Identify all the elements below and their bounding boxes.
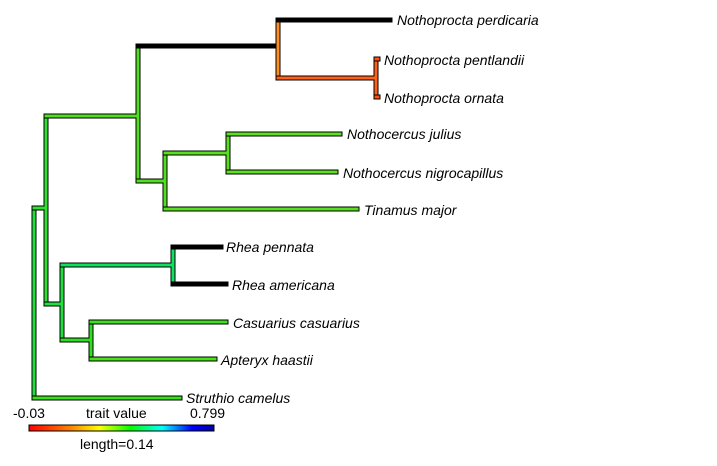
branch-rhea-stem: [59, 244, 176, 287]
tip-label: Tinamus major: [364, 202, 458, 218]
legend-title: trait value: [86, 405, 147, 421]
tip-label: Nothoprocta pentlandii: [384, 52, 525, 68]
legend-min-label: -0.03: [13, 405, 45, 421]
tip-label: Casuarius casuarius: [233, 315, 360, 331]
tip-label: Nothoprocta perdicaria: [397, 12, 539, 28]
legend-max-label: 0.799: [190, 405, 225, 421]
branch-pentlandii-ornata-stem: [275, 56, 379, 100]
tree-branches: [31, 17, 393, 401]
tip-label: Struthio camelus: [186, 390, 290, 406]
branch-nothoprocta-stem: [135, 17, 281, 81]
branch-nothocercus-tinamus-stem: [135, 150, 168, 212]
tip-labels: Nothoprocta perdicaria Nothoprocta pentl…: [186, 12, 539, 406]
tip-label: Rhea pennata: [226, 239, 314, 255]
tip-label: Nothocercus julius: [347, 126, 461, 142]
legend-color-bar: [28, 424, 215, 432]
color-legend: -0.03 trait value 0.799 length=0.14: [13, 405, 225, 452]
branch-neognath-node: [31, 113, 49, 307]
branch-tinamous: [43, 43, 141, 184]
tip-label: Nothocercus nigrocapillus: [343, 165, 503, 181]
tip-label: Apteryx haastii: [220, 352, 314, 368]
branch-ratites: [43, 262, 65, 343]
branch-casuarius-apteryx-stem: [59, 319, 94, 362]
tip-label: Rhea americana: [232, 277, 335, 293]
branch-nothocercus-stem: [162, 131, 231, 175]
legend-scale-label: length=0.14: [80, 436, 154, 452]
tip-label: Nothoprocta ornata: [384, 90, 504, 106]
